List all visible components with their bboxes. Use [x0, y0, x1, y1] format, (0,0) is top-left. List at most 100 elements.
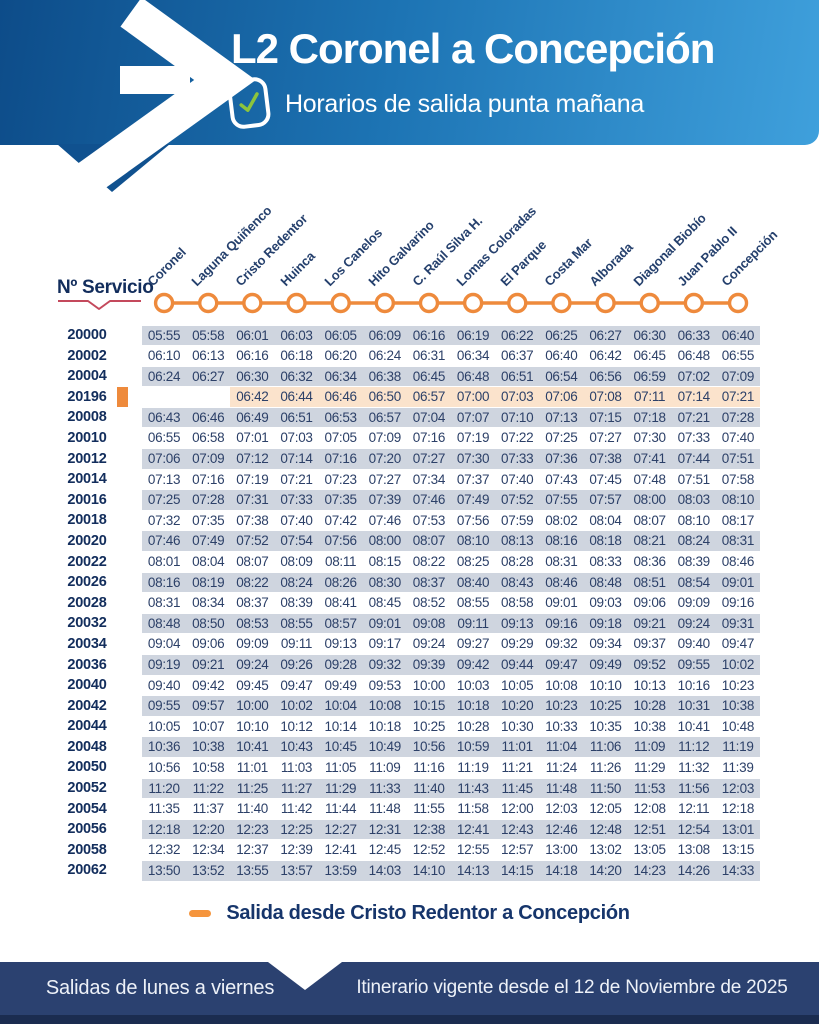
table-row: 20032 08:48 08:50 08:53 08:55 08:57 09:01 09:08…: [0, 613, 819, 634]
time-cell: 08:41: [324, 595, 357, 611]
time-cell: 06:51: [280, 409, 313, 425]
time-cell: 06:32: [280, 368, 313, 384]
time-cell: 06:42: [230, 387, 275, 407]
time-cell: 08:55: [456, 595, 490, 611]
time-cell: 06:09: [368, 327, 402, 343]
time-cell: 13:52: [192, 862, 225, 878]
time-cell: 09:28: [324, 657, 357, 672]
timetable: 20000 05:55 05:58 06:01 06:03 06:05 06:09 06:16…: [0, 325, 819, 881]
time-cell: 13:50: [147, 862, 181, 878]
time-cell: 09:39: [412, 657, 446, 672]
table-row: 20052 11:20 11:22 11:25 11:27 11:29 11:33 11:40…: [0, 778, 819, 799]
time-cell: 07:15: [589, 409, 622, 425]
time-cell: 07:04: [412, 409, 446, 425]
time-cell: 11:27: [280, 780, 313, 796]
time-cell: 07:46: [412, 492, 446, 508]
time-cell: 09:04: [147, 636, 181, 652]
time-cell: 07:11: [627, 387, 672, 407]
time-cell: 07:45: [589, 471, 622, 487]
time-cell: 07:07: [456, 409, 490, 425]
time-row: 06:43 06:46 06:49 06:51 06:53 06:57 07:04 07:07…: [142, 407, 760, 428]
time-cell: 08:10: [456, 533, 490, 549]
time-cell: 14:18: [545, 862, 578, 878]
time-cell: 06:30: [633, 327, 666, 343]
time-cell: 09:27: [456, 636, 490, 652]
time-cell: 12:25: [280, 821, 313, 837]
time-cell: 07:34: [412, 471, 446, 487]
time-cell: 08:07: [412, 533, 446, 549]
time-cell: 07:51: [677, 471, 711, 487]
table-row: 20034 09:04 09:06 09:09 09:11 09:13 09:17 09:24…: [0, 634, 819, 655]
time-cell: 07:21: [677, 409, 711, 425]
time-cell: 11:09: [633, 739, 666, 755]
time-cell: 08:18: [589, 533, 622, 549]
time-cell: 11:04: [545, 739, 578, 755]
service-number: 20034: [67, 635, 107, 652]
time-cell: 09:21: [192, 657, 225, 672]
time-cell: 11:42: [280, 801, 313, 817]
time-cell: 06:16: [236, 348, 269, 364]
time-cell: 12:57: [501, 842, 534, 858]
time-cell: 07:49: [456, 492, 490, 508]
time-row: 07:46 07:49 07:52 07:54 07:56 08:00 08:07 08:10…: [142, 531, 760, 552]
station-label-text: Diagonal Biobío: [630, 210, 709, 289]
time-cell: 07:30: [456, 451, 490, 467]
time-cell: 10:05: [501, 677, 534, 693]
time-cell: 07:58: [721, 471, 755, 487]
service-number: 20054: [67, 800, 107, 817]
time-cell: 07:01: [236, 430, 269, 446]
time-cell: 09:53: [368, 677, 402, 693]
time-cell: 06:43: [147, 409, 181, 425]
table-row: 20022 08:01 08:04 08:07 08:09 08:11 08:15 08:22…: [0, 552, 819, 573]
time-cell: 06:50: [362, 387, 407, 407]
table-row: 20026 08:16 08:19 08:22 08:24 08:26 08:30 08:37…: [0, 572, 819, 593]
time-cell: 06:56: [589, 368, 622, 384]
time-cell: 08:30: [368, 574, 402, 590]
time-cell: 09:03: [589, 595, 622, 611]
time-cell: 08:22: [236, 574, 269, 590]
station-dot: [418, 292, 440, 314]
time-cell: 08:51: [633, 574, 666, 590]
time-cell: 10:41: [236, 739, 269, 755]
time-cell: 08:25: [456, 554, 490, 570]
time-cell: 09:29: [501, 636, 534, 652]
time-row: 08:01 08:04 08:07 08:09 08:11 08:15 08:22 08:25…: [142, 552, 760, 572]
time-cell: 07:43: [545, 471, 578, 487]
time-row: 12:32 12:34 12:37 12:39 12:41 12:45 12:52 12:55…: [142, 840, 760, 860]
time-cell: 09:40: [677, 636, 711, 652]
page-title: L2 Coronel a Concepción: [231, 25, 715, 72]
table-row: 20004 06:24 06:27 06:30 06:32 06:34 06:38 06:45…: [0, 366, 819, 387]
service-number: 20018: [67, 512, 107, 529]
time-cell: 08:22: [412, 554, 446, 570]
service-number: 20012: [67, 450, 107, 467]
time-cell: 06:51: [501, 368, 534, 384]
time-cell: 08:24: [677, 533, 711, 549]
table-row: 20018 07:32 07:35 07:38 07:40 07:42 07:46 07:53…: [0, 510, 819, 531]
time-cell: 06:55: [147, 430, 181, 446]
time-cell: 09:42: [456, 657, 490, 672]
time-cell: 10:20: [501, 698, 534, 714]
time-cell: 12:41: [324, 842, 357, 858]
time-cell: 12:03: [721, 780, 755, 796]
time-cell: 08:10: [721, 492, 755, 508]
station-dot: [153, 292, 175, 314]
table-row: 20062 13:50 13:52 13:55 13:57 13:59 14:03 14:10…: [0, 860, 819, 881]
table-row: 20008 06:43 06:46 06:49 06:51 06:53 06:57 07:04…: [0, 407, 819, 428]
table-row: 20044 10:05 10:07 10:10 10:12 10:14 10:18 10:25…: [0, 716, 819, 737]
time-cell: 08:39: [677, 554, 711, 570]
time-cell: 10:16: [677, 677, 711, 693]
time-cell: 08:37: [236, 595, 269, 611]
time-cell: 06:57: [406, 387, 451, 407]
time-cell: 11:40: [236, 801, 269, 817]
station-dot: [639, 292, 660, 314]
time-cell: 14:10: [412, 862, 446, 878]
time-cell: 08:57: [324, 615, 357, 631]
time-cell: 10:05: [147, 718, 181, 734]
service-column-label: Nº Servicio: [57, 277, 154, 298]
time-cell: 06:10: [147, 348, 181, 364]
time-cell: 07:19: [456, 430, 490, 446]
time-cell: 10:00: [412, 677, 446, 693]
service-number: 20032: [67, 615, 107, 632]
time-cell: 06:31: [412, 348, 446, 364]
time-cell: 13:57: [280, 862, 313, 878]
